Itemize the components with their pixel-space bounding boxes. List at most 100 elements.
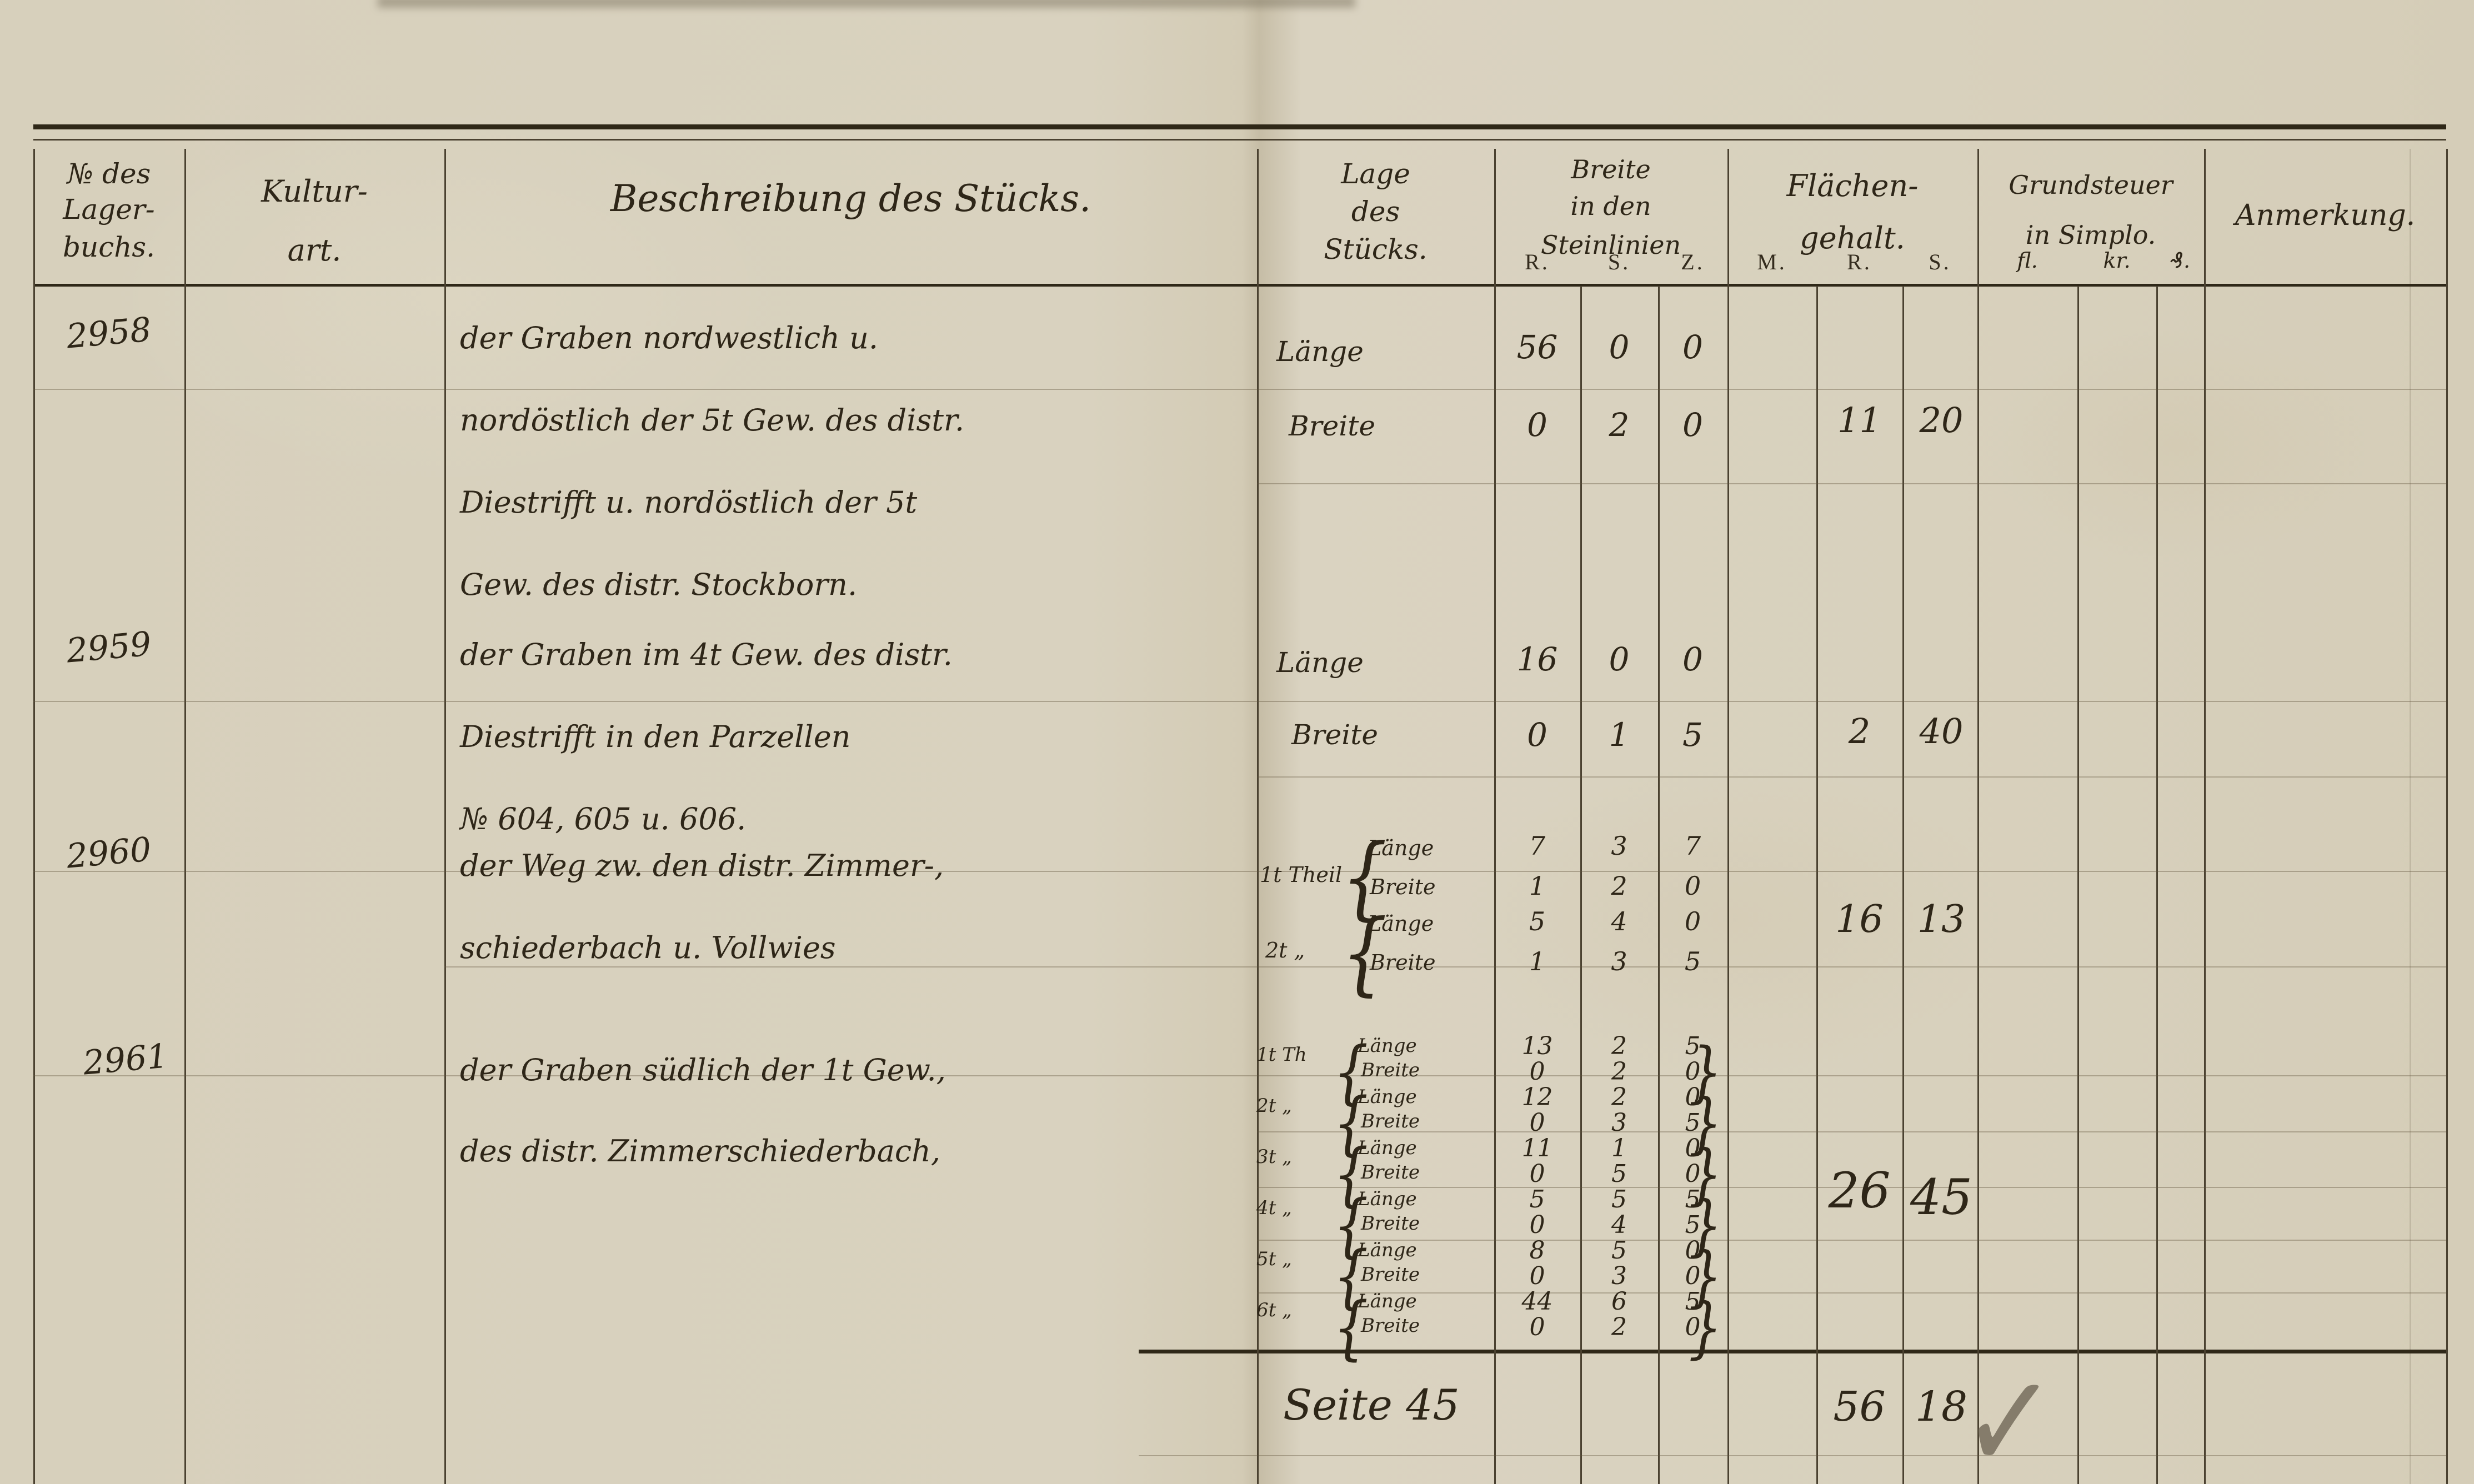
lage-label-breite: Breite bbox=[1361, 1110, 1420, 1132]
header-anmerkung: Anmerkung. bbox=[2235, 199, 2416, 232]
row-guide-line bbox=[1257, 776, 2446, 778]
top-rule-light bbox=[33, 139, 2446, 141]
header-flaeche-line2: gehalt. bbox=[1800, 220, 1905, 255]
brace-open: { bbox=[1333, 1235, 1369, 1317]
row-guide-line bbox=[1139, 1455, 2446, 1456]
sum-rule bbox=[1139, 1350, 2446, 1353]
row-guide-line bbox=[1257, 1131, 2446, 1132]
header-grundsteuer-sub-fl: fl. bbox=[2017, 248, 2038, 273]
cell-laenge-s: 4 bbox=[1611, 906, 1627, 936]
brace-open: { bbox=[1333, 1082, 1369, 1164]
cell-breite-s: 2 bbox=[1611, 871, 1627, 901]
header-no-line3: buchs. bbox=[63, 231, 155, 263]
description-line: der Graben nordwestlich u. bbox=[460, 320, 879, 355]
cell-laenge-r: 7 bbox=[1529, 831, 1546, 861]
cell-laenge-s: 2 bbox=[1611, 1032, 1627, 1060]
header-flaeche-line1: Flächen- bbox=[1786, 168, 1919, 203]
cell-breite-s: 2 bbox=[1611, 1313, 1627, 1341]
column-divider-breite-flaeche bbox=[1727, 149, 1729, 1484]
column-divider-grundsteuer-anmerkung bbox=[2204, 149, 2206, 1484]
row-guide-line bbox=[1257, 483, 2446, 484]
subdivider-breite-r-s bbox=[1580, 286, 1582, 1484]
cell-flaeche-r: 26 bbox=[1828, 1162, 1891, 1219]
column-divider-flaeche-grundsteuer bbox=[1977, 149, 1979, 1484]
cell-breite-s: 2 bbox=[1611, 1057, 1627, 1086]
cell-breite-r: 0 bbox=[1529, 1262, 1545, 1290]
header-breite-line1: Breite bbox=[1571, 154, 1651, 184]
cell-laenge-s: 2 bbox=[1611, 1083, 1627, 1111]
cell-breite-s: 5 bbox=[1611, 1160, 1627, 1188]
cell-flaeche-r: 11 bbox=[1837, 400, 1881, 440]
cell-flaeche-s: 13 bbox=[1917, 898, 1966, 941]
description-line: Diestrifft in den Parzellen bbox=[460, 719, 851, 754]
cell-laenge-z: 0 bbox=[1685, 1134, 1701, 1162]
header-lage-line3: Stücks. bbox=[1324, 233, 1428, 265]
brace-close: } bbox=[1689, 1034, 1722, 1111]
table-left-border bbox=[33, 149, 35, 1484]
lage-label-breite: Breite bbox=[1291, 719, 1378, 751]
cell-laenge-z: 5 bbox=[1685, 1185, 1701, 1214]
header-grundsteuer-line2: in Simplo. bbox=[2025, 220, 2156, 250]
description-line: nordöstlich der 5t Gew. des distr. bbox=[460, 403, 964, 438]
header-flaeche-sub-r: R. bbox=[1847, 249, 1872, 274]
cell-laenge-r: 8 bbox=[1529, 1236, 1545, 1265]
cell-laenge-z: 0 bbox=[1684, 906, 1701, 936]
lage-label-laenge: Länge bbox=[1368, 836, 1434, 860]
description-line: des distr. Zimmerschiederbach, bbox=[460, 1134, 941, 1169]
row-guide-line bbox=[33, 871, 2446, 872]
cell-breite-s: 3 bbox=[1611, 946, 1627, 976]
cell-laenge-s: 5 bbox=[1611, 1185, 1627, 1214]
lage-label-laenge: Länge bbox=[1358, 1086, 1417, 1108]
description-line: der Weg zw. den distr. Zimmer-, bbox=[460, 848, 944, 883]
cell-laenge-r: 13 bbox=[1521, 1032, 1553, 1060]
brace-close: } bbox=[1689, 1187, 1722, 1264]
cell-breite-z: 0 bbox=[1684, 871, 1701, 901]
cell-breite-s: 4 bbox=[1611, 1211, 1627, 1239]
cell-laenge-r: 5 bbox=[1529, 906, 1546, 936]
brace-close: } bbox=[1689, 1239, 1722, 1315]
description-line: Diestrifft u. nordöstlich der 5t bbox=[460, 485, 918, 520]
cell-laenge-z: 0 bbox=[1682, 328, 1703, 366]
header-breite-sub-s: S. bbox=[1607, 249, 1631, 274]
cell-laenge-r: 5 bbox=[1529, 1185, 1545, 1214]
brace-open: { bbox=[1333, 1031, 1369, 1112]
row-guide-line bbox=[1257, 1187, 2446, 1188]
row-guide-line bbox=[1257, 1240, 2446, 1241]
cell-breite-s: 2 bbox=[1609, 406, 1630, 444]
cell-breite-r: 1 bbox=[1529, 946, 1546, 976]
cell-breite-z: 5 bbox=[1685, 1211, 1701, 1239]
row-guide-line bbox=[33, 1075, 2446, 1076]
header-bottom-rule bbox=[33, 284, 2446, 287]
header-breite-sub-r: R. bbox=[1525, 249, 1550, 274]
part-label: 1t Theil bbox=[1260, 863, 1343, 887]
column-divider-kultur-beschreibung bbox=[444, 149, 446, 1484]
brace-open: { bbox=[1333, 1184, 1369, 1266]
lage-label-breite: Breite bbox=[1361, 1059, 1420, 1081]
header-flaeche-sub-m: M. bbox=[1757, 249, 1787, 274]
lage-label-laenge: Länge bbox=[1358, 1290, 1417, 1312]
sum-flaeche-r: 56 bbox=[1833, 1383, 1886, 1431]
cell-breite-z: 5 bbox=[1684, 946, 1701, 976]
lage-label-laenge: Länge bbox=[1276, 335, 1364, 368]
header-breite-line3: Steinlinien bbox=[1540, 230, 1681, 260]
cell-breite-r: 0 bbox=[1527, 716, 1547, 754]
header-lage-line2: des bbox=[1351, 195, 1400, 228]
cell-laenge-r: 12 bbox=[1521, 1083, 1553, 1111]
row-guide-line bbox=[444, 966, 2446, 967]
brace-open: { bbox=[1341, 824, 1388, 930]
lage-label-breite: Breite bbox=[1289, 410, 1375, 442]
part-label: 4t „ bbox=[1256, 1197, 1292, 1219]
cell-laenge-r: 16 bbox=[1516, 640, 1558, 678]
page-sum-label: Seite 45 bbox=[1283, 1380, 1460, 1430]
cell-breite-r: 0 bbox=[1529, 1211, 1545, 1239]
brace-open: { bbox=[1333, 1133, 1369, 1215]
lage-label-laenge: Länge bbox=[1368, 911, 1434, 936]
cell-breite-s: 1 bbox=[1609, 716, 1630, 754]
cell-laenge-z: 5 bbox=[1685, 1287, 1701, 1316]
lage-label-breite: Breite bbox=[1370, 950, 1436, 975]
row-number: 2959 bbox=[64, 624, 153, 671]
header-breite-line2: in den bbox=[1570, 191, 1651, 221]
description-line: schiederbach u. Vollwies bbox=[460, 930, 836, 965]
cell-laenge-r: 11 bbox=[1521, 1134, 1553, 1162]
